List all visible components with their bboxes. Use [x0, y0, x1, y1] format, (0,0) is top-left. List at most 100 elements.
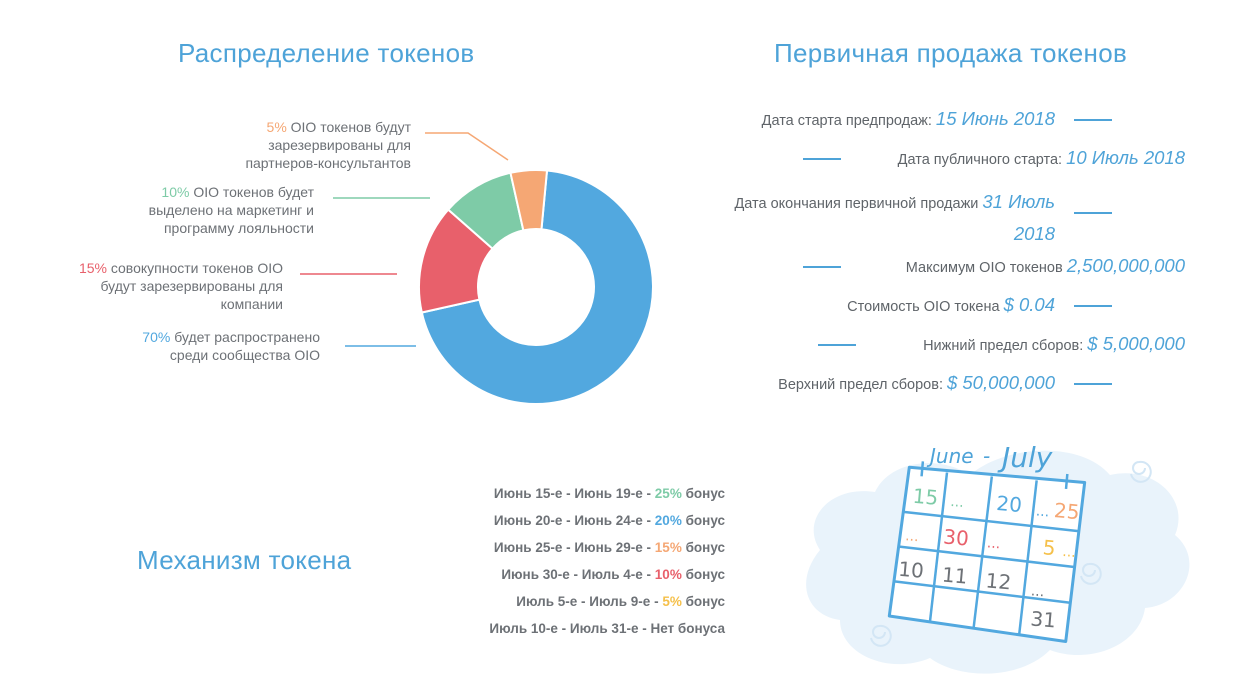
bonus-period: Июнь 25-е - Июнь 29-е - [493, 540, 655, 555]
sale-row-presale-start: Дата старта предпродаж: 15 Июнь 2018 [762, 108, 1055, 130]
bonus-row: Июль 5-е - Июль 9-е - 5% бонус [516, 594, 725, 609]
legend-text: зарезервированы для [268, 137, 411, 153]
calendar-number: 31 [1030, 606, 1057, 632]
legend-text: OIO токенов будет [189, 184, 314, 200]
token-mechanism-title: Механизм токена [137, 545, 352, 575]
bonus-suffix: бонус [681, 594, 725, 609]
sale-row-max-tokens: Максимум OIO токенов 2,500,000,000 [906, 255, 1185, 277]
sale-value: 15 Июнь 2018 [935, 108, 1055, 129]
legend-text: OIO токенов будут [286, 119, 411, 135]
sale-dash [1074, 383, 1112, 385]
bonus-row: Июнь 30-е - Июль 4-е - 10% бонус [501, 567, 725, 582]
bonus-percent: 5% [662, 594, 682, 609]
bonus-period: Июнь 30-е - Июль 4-е - [501, 567, 655, 582]
bonus-percent: 25% [654, 486, 682, 501]
sale-dash [1074, 119, 1112, 121]
calendar-heading-dash: - [983, 444, 990, 468]
sale-row-sale-end: Дата окончания первичной продажи 31 Июль … [734, 187, 1055, 251]
sale-dash [803, 158, 841, 160]
calendar-number: 15 [912, 484, 939, 510]
calendar-number: 30 [942, 524, 969, 550]
bonus-percent: 10% [654, 567, 682, 582]
bonus-suffix: бонус [681, 513, 725, 528]
bonus-row: Июль 10-е - Июль 31-е - Нет бонуса [489, 621, 725, 636]
sale-value: 31 Июль [982, 191, 1055, 212]
bonus-suffix: бонус [681, 567, 725, 582]
calendar-number: 12 [985, 568, 1012, 594]
sale-row-token-price: Стоимость OIO токена $ 0.04 [847, 294, 1055, 316]
legend-percent: 5% [266, 119, 287, 135]
legend-item-community: 70% будет распространено среди сообществ… [142, 328, 320, 364]
sale-label: Нижний предел сборов: [923, 338, 1084, 354]
legend-text: среди сообщества OIO [169, 347, 320, 363]
calendar-number: ... [986, 535, 1001, 552]
legend-percent: 70% [142, 329, 171, 345]
sale-value: 2018 [1013, 223, 1055, 244]
bonus-row: Июнь 25-е - Июнь 29-е - 15% бонус [494, 540, 725, 555]
calendar-number: 10 [897, 557, 924, 583]
sale-label: Максимум OIO токенов [905, 260, 1063, 276]
sale-dash [1074, 305, 1112, 307]
sale-value: $ 0.04 [1003, 294, 1055, 315]
sale-row-soft-cap: Нижний предел сборов: $ 5,000,000 [923, 333, 1185, 355]
bonus-period: Июль 10-е - Июль 31-е - Нет бонуса [489, 621, 725, 636]
calendar-heading-july: July [997, 441, 1053, 474]
bonus-suffix: бонус [681, 540, 725, 555]
bonus-period: Июнь 15-е - Июнь 19-е - [493, 486, 655, 501]
legend-item-advisors: 5% OIO токенов будут зарезервированы для… [245, 118, 411, 172]
legend-text: партнеров-консультантов [245, 155, 411, 171]
sale-value: 2,500,000,000 [1066, 255, 1185, 276]
swirl-icon [870, 460, 1152, 647]
sale-value: $ 50,000,000 [946, 372, 1055, 393]
legend-percent: 10% [161, 184, 190, 200]
bonus-period: Июнь 20-е - Июнь 24-е - [493, 513, 655, 528]
legend-text: компании [220, 296, 283, 312]
distribution-donut [418, 169, 654, 405]
token-distribution-title: Распределение токенов [178, 38, 475, 68]
calendar-number: ... [905, 528, 920, 545]
sale-row-hard-cap: Верхний предел сборов: $ 50,000,000 [778, 372, 1055, 394]
legend-text: совокупности токенов OIO [106, 260, 283, 276]
sale-dash [818, 344, 856, 346]
sale-label: Верхний предел сборов: [778, 377, 943, 393]
calendar-number: ... [1062, 544, 1077, 561]
donut-slice-advisors [509, 169, 549, 232]
token-sale-title: Первичная продажа токенов [774, 38, 1128, 68]
bonus-percent: 20% [654, 513, 682, 528]
bonus-row: Июнь 20-е - Июнь 24-е - 20% бонус [494, 513, 725, 528]
calendar-number: ... [950, 494, 965, 511]
legend-text: выделено на маркетинг и [148, 202, 314, 218]
calendar-number: 11 [941, 563, 968, 589]
calendar-number: ... [1035, 503, 1050, 520]
sale-value: 10 Июль 2018 [1066, 147, 1185, 168]
legend-item-marketing: 10% OIO токенов будет выделено на маркет… [149, 183, 314, 237]
legend-item-company: 15% совокупности токенов OIO будут зарез… [79, 259, 283, 313]
bonus-suffix: бонус [681, 486, 725, 501]
legend-text: будет распространено [170, 329, 320, 345]
donut-slices [418, 169, 654, 405]
sale-row-public-start: Дата публичного старта: 10 Июль 2018 [898, 147, 1185, 169]
sale-dash [1074, 212, 1112, 214]
sale-label: Дата окончания первичной продажи [734, 196, 979, 212]
sale-label: Стоимость OIO токена [847, 299, 1000, 315]
sale-value: $ 5,000,000 [1087, 333, 1185, 354]
calendar-number: ... [1030, 583, 1045, 600]
bonus-row: Июнь 15-е - Июнь 19-е - 25% бонус [494, 486, 725, 501]
leader-line-advisors [425, 132, 509, 161]
calendar-sheet: 15 ... 20 ... 25 ... 30 ... 5 ... 10 11 … [887, 461, 1087, 643]
calendar-number: 5 [1042, 535, 1057, 560]
legend-percent: 15% [78, 260, 107, 276]
calendar-heading-june: June [926, 444, 974, 468]
sale-label: Дата старта предпродаж: [761, 113, 932, 129]
calendar-number: 20 [995, 491, 1022, 517]
calendar-illustration: 15 ... 20 ... 25 ... 30 ... 5 ... 10 11 … [806, 441, 1190, 674]
bonus-period: Июль 5-е - Июль 9-е - [516, 594, 663, 609]
sale-dash [803, 266, 841, 268]
legend-text: будут зарезервированы для [100, 278, 283, 294]
legend-text: программу лояльности [163, 220, 314, 236]
calendar-number: 25 [1053, 498, 1080, 524]
bonus-percent: 15% [654, 540, 682, 555]
donut-slice-community [420, 169, 654, 405]
sale-label: Дата публичного старта: [897, 152, 1063, 168]
